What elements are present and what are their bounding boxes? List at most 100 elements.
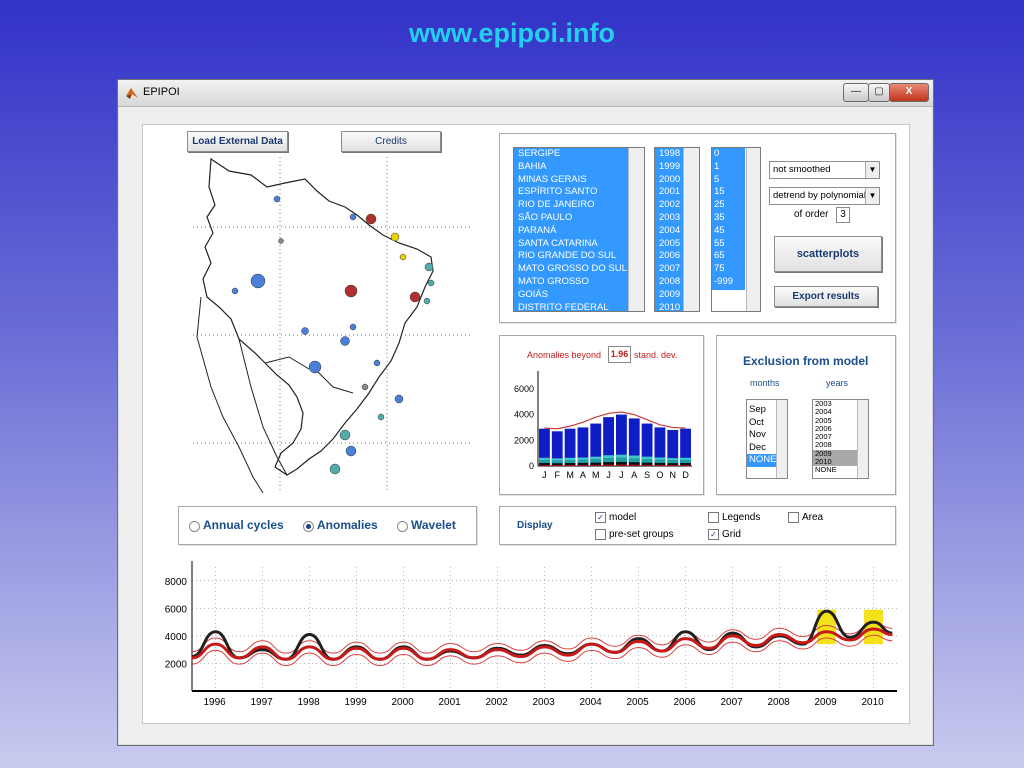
exclude-year-item[interactable]: 2004: [815, 407, 832, 417]
year-list-item[interactable]: 2002: [659, 199, 681, 211]
state-list-item[interactable]: BAHIA: [518, 160, 547, 172]
state-list-item[interactable]: ESPÍRITO SANTO: [518, 186, 598, 198]
value-list-item[interactable]: 1: [714, 160, 720, 172]
exclude-year-item[interactable]: 2005: [815, 415, 832, 425]
value-list-item[interactable]: -999: [714, 275, 734, 287]
map-point[interactable]: [394, 394, 404, 404]
exclude-years-list[interactable]: 2003 2004 2005 2006 2007 2008 2009 2010 NONE: [812, 399, 869, 479]
map-point[interactable]: [250, 273, 266, 289]
exclude-year-item[interactable]: NONE: [815, 465, 837, 475]
map-point[interactable]: [329, 463, 341, 475]
exclude-months-list[interactable]: Sep Oct Nov Dec NONE: [746, 399, 788, 479]
mode-radio-annual-cycles[interactable]: [189, 521, 200, 532]
map-point[interactable]: [373, 359, 381, 367]
state-list-item[interactable]: RIO DE JANEIRO: [518, 199, 595, 211]
exclude-month-item[interactable]: Oct: [749, 416, 764, 428]
map-point[interactable]: [361, 383, 369, 391]
year-list-item[interactable]: 2003: [659, 211, 681, 223]
load-external-data-button[interactable]: Load External Data: [187, 131, 288, 152]
year-list-scrollbar[interactable]: [683, 148, 699, 311]
exclude-year-item[interactable]: 2010: [813, 457, 868, 467]
state-list-item[interactable]: SERGIPE: [518, 148, 561, 159]
year-list-item[interactable]: 2008: [659, 275, 681, 287]
map-point[interactable]: [427, 279, 435, 287]
area-checkbox[interactable]: [788, 512, 799, 523]
value-list-item[interactable]: 75: [714, 263, 725, 275]
state-list-item[interactable]: SÃO PAULO: [518, 211, 573, 223]
exclude-month-item[interactable]: Nov: [749, 429, 766, 440]
map-point[interactable]: [399, 253, 407, 261]
window-titlebar[interactable]: EPIPOI — ▢ X: [118, 80, 933, 107]
state-list-item[interactable]: MATO GROSSO DO SUL: [518, 263, 627, 275]
maximize-button[interactable]: ▢: [868, 83, 890, 102]
year-list-item[interactable]: 2010: [659, 301, 681, 312]
threshold-input[interactable]: 1.96: [608, 346, 631, 363]
chevron-down-icon[interactable]: ▼: [865, 162, 879, 178]
chevron-down-icon[interactable]: ▼: [865, 188, 879, 204]
year-listbox[interactable]: 1998 1999 2000 2001 2002 2003 2004 2005 2006 2007…: [654, 147, 700, 312]
grid-checkbox[interactable]: ✓: [708, 529, 719, 540]
value-list-item[interactable]: 5: [714, 173, 720, 185]
value-list-item[interactable]: 65: [714, 250, 725, 262]
mode-radio-wavelet[interactable]: [397, 521, 408, 532]
exclude-year-item[interactable]: 2009: [813, 449, 868, 459]
map-point[interactable]: [345, 445, 357, 457]
map-point[interactable]: [424, 262, 434, 272]
map-point[interactable]: [349, 323, 357, 331]
value-list[interactable]: 0 1 5 15 25 35 45 55 65 75 -999: [712, 148, 745, 290]
value-list-item[interactable]: 15: [714, 186, 725, 198]
state-list-item[interactable]: MATO GROSSO: [518, 275, 589, 287]
year-list-item[interactable]: 1999: [659, 160, 681, 172]
credits-button[interactable]: Credits: [341, 131, 441, 152]
map-point[interactable]: [278, 238, 284, 244]
exclude-year-item[interactable]: 2003: [815, 399, 832, 408]
map-point[interactable]: [308, 360, 322, 374]
state-list-item[interactable]: DISTRITO FEDERAL: [518, 301, 609, 312]
map-point[interactable]: [365, 213, 377, 225]
state-listbox[interactable]: SERGIPE BAHIA MINAS GERAIS ESPÍRITO SANTO RI…: [513, 147, 645, 312]
preset-groups-checkbox[interactable]: [595, 529, 606, 540]
value-list-item[interactable]: 55: [714, 237, 725, 249]
value-list-item[interactable]: 25: [714, 199, 725, 211]
close-button[interactable]: X: [889, 83, 929, 102]
value-listbox[interactable]: 0 1 5 15 25 35 45 55 65 75 -999: [711, 147, 761, 312]
order-input[interactable]: 3: [836, 207, 850, 223]
map-point[interactable]: [340, 336, 350, 346]
exclude-year-item[interactable]: 2007: [815, 432, 832, 442]
map-point[interactable]: [273, 195, 281, 203]
year-list-item[interactable]: 2006: [659, 250, 681, 262]
map-point[interactable]: [423, 297, 431, 305]
value-list-item[interactable]: 0: [714, 148, 720, 159]
value-list-item[interactable]: 35: [714, 211, 725, 223]
state-list-item[interactable]: SANTA CATARINA: [518, 237, 598, 249]
exclude-year-item[interactable]: 2008: [815, 440, 832, 450]
map-point[interactable]: [377, 413, 385, 421]
year-list-item[interactable]: 2004: [659, 224, 681, 236]
year-list-item[interactable]: 2001: [659, 186, 681, 198]
value-list-scrollbar[interactable]: [746, 148, 760, 311]
exclude-year-item[interactable]: 2006: [815, 423, 832, 433]
map-point[interactable]: [231, 287, 239, 295]
state-list-item[interactable]: RIO GRANDE DO SUL: [518, 250, 617, 262]
map-point[interactable]: [349, 213, 357, 221]
map-point[interactable]: [344, 284, 358, 298]
years-scrollbar[interactable]: [857, 400, 868, 478]
year-list-item[interactable]: 1998: [659, 148, 681, 159]
state-list-item[interactable]: GOIÁS: [518, 288, 549, 300]
exclude-month-item[interactable]: Sep: [749, 404, 766, 415]
months-scrollbar[interactable]: [776, 400, 787, 478]
smoothing-dropdown[interactable]: not smoothed ▼: [769, 161, 880, 179]
map-point[interactable]: [409, 291, 421, 303]
detrend-dropdown[interactable]: detrend by polynomial ▼: [769, 187, 880, 205]
scatterplots-button[interactable]: scatterplots: [774, 236, 882, 272]
year-list-item[interactable]: 2009: [659, 288, 681, 300]
state-list-item[interactable]: PARANÁ: [518, 224, 557, 236]
mode-radio-anomalies[interactable]: [303, 521, 314, 532]
state-list-item[interactable]: MINAS GERAIS: [518, 173, 587, 185]
exclude-month-item[interactable]: Dec: [749, 441, 766, 453]
legends-checkbox[interactable]: [708, 512, 719, 523]
map-point[interactable]: [339, 429, 351, 441]
map-point[interactable]: [301, 327, 309, 335]
year-list-item[interactable]: 2007: [659, 263, 681, 275]
model-checkbox[interactable]: ✓: [595, 512, 606, 523]
